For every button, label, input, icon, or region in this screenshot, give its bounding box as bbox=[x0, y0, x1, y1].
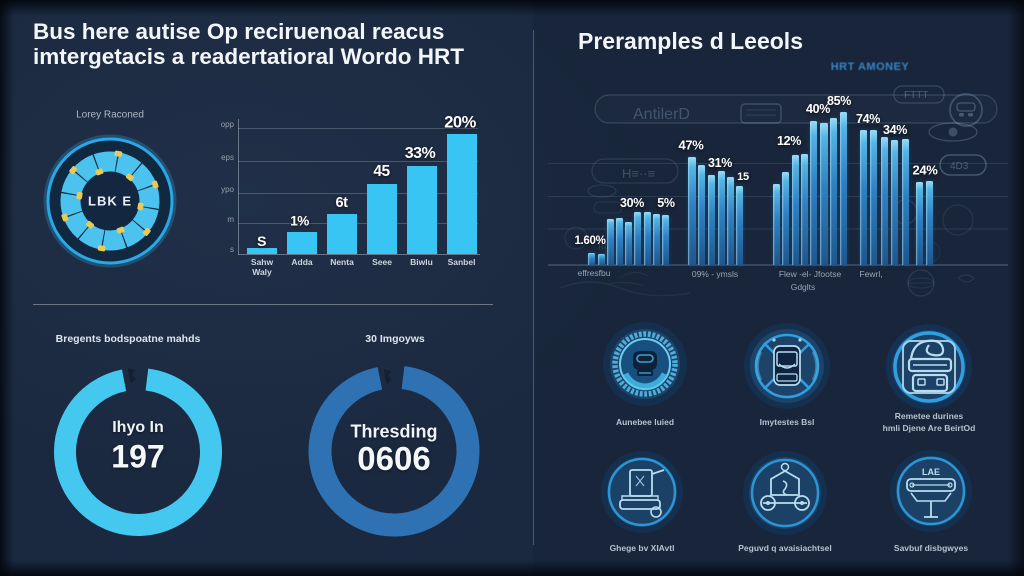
svg-text:LAE: LAE bbox=[922, 467, 940, 477]
svg-text:H≡··≡: H≡··≡ bbox=[622, 166, 655, 181]
svg-text:4D3: 4D3 bbox=[950, 161, 969, 172]
svg-text:AntilerD: AntilerD bbox=[633, 106, 690, 123]
svg-text:FTTT: FTTT bbox=[904, 90, 928, 101]
